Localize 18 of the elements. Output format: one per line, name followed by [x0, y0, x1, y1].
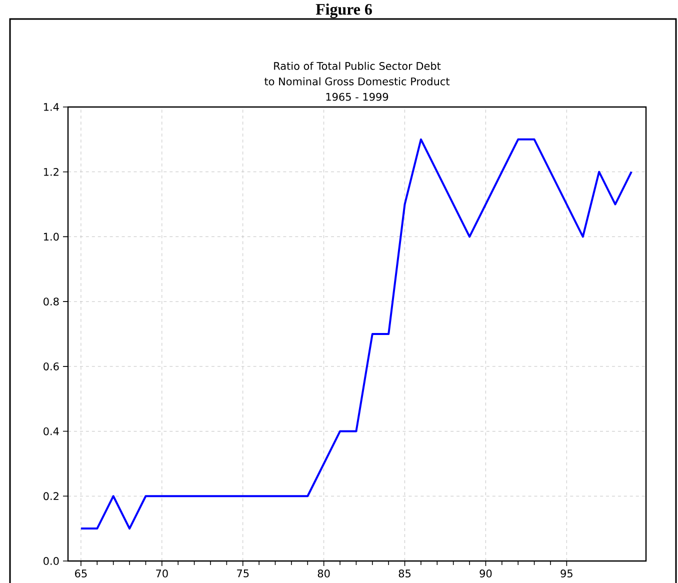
caption: Figure 6 [316, 4, 372, 18]
x-tick-label: 90 [480, 570, 492, 578]
y-tick-label: 0.4 [44, 427, 59, 436]
x-tick-label: 95 [560, 570, 572, 578]
x-tick-label: 80 [318, 570, 330, 578]
chart-title: Ratio of Total Public Sector Debt to Nominal Gross Domestic Product 1965 - 1999 [264, 62, 450, 101]
x-tick-label: 85 [398, 570, 411, 578]
line-series [80, 138, 632, 530]
y-tick-label: 0.0 [44, 557, 59, 565]
y-tick-label: 1.2 [44, 168, 58, 176]
x-tick-label: 70 [156, 570, 168, 578]
y-tick-label: 0.6 [44, 362, 59, 370]
y-tick-label: 0.2 [44, 492, 58, 500]
y-tick-label: 0.8 [44, 298, 59, 306]
x-tick-label: 65 [75, 570, 87, 578]
y-tick-label: 1.4 [44, 103, 59, 111]
x-tick-label: 75 [237, 570, 249, 578]
y-tick-label: 1.0 [44, 232, 59, 241]
